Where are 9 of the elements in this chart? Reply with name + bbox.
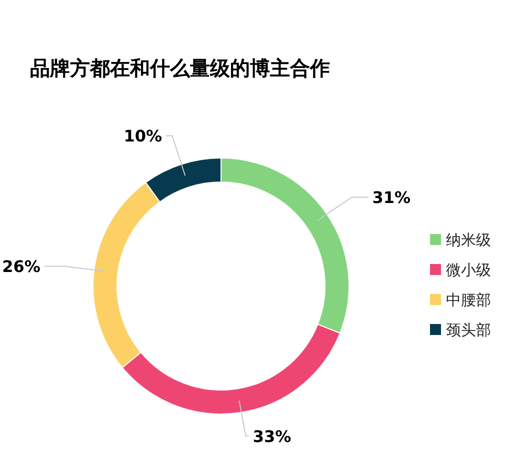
legend-label: 纳米级 [446,231,491,249]
legend-label: 颈头部 [446,321,491,339]
data-label: 10% [124,126,162,146]
legend-label: 微小级 [446,261,491,279]
data-label: 31% [372,188,411,208]
data-label: 26% [2,257,40,276]
legend-label: 中腰部 [446,291,491,309]
data-label: 33% [252,427,292,446]
chart-title: 品牌方都在和什么量级的博主合作 [30,56,330,80]
